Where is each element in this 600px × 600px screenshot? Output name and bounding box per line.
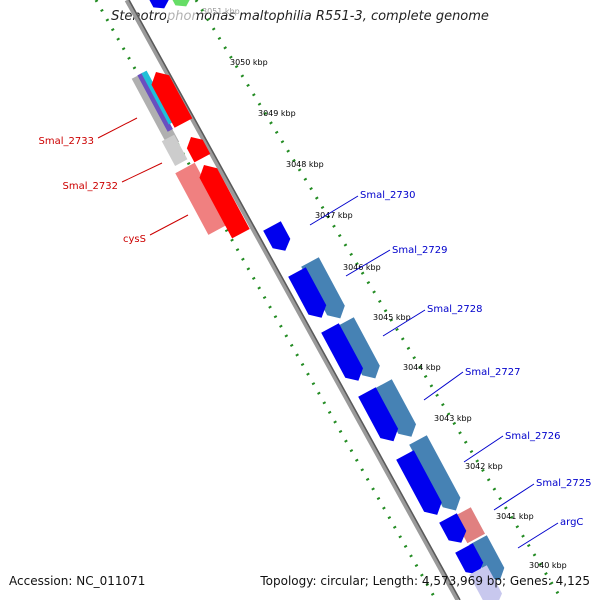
tick-label-11: 3040 kbp	[529, 561, 567, 570]
label-leader-right-4	[463, 435, 504, 463]
cds-smal-2726	[396, 450, 442, 515]
tick-label-6: 3045 kbp	[373, 313, 411, 322]
label-leader-left-0	[97, 117, 138, 139]
gene-label-left-2: cysS	[123, 234, 146, 245]
tick-label-3: 3048 kbp	[286, 160, 324, 169]
genome-summary-text: Topology: circular; Length: 4,573,969 bp…	[260, 574, 590, 588]
gene-label-right-6: argC	[560, 517, 583, 528]
tick-label-4: 3047 kbp	[315, 211, 353, 220]
cds-smal-2732-grey	[161, 134, 188, 166]
cds-smal-2725	[439, 513, 467, 543]
cds-argc-outer	[469, 535, 505, 581]
accession-text: Accession: NC_011071	[9, 574, 146, 588]
gene-label-right-3: Smal_2727	[465, 367, 520, 378]
gene-label-right-2: Smal_2728	[427, 304, 482, 315]
tick-label-7: 3044 kbp	[403, 363, 441, 372]
label-leader-right-5	[493, 483, 535, 511]
label-leader-left-1	[121, 162, 163, 183]
cds-smal-2733	[151, 72, 193, 128]
gene-label-left-0: Smal_2733	[39, 136, 94, 147]
cds-smal-2727	[358, 387, 399, 442]
map-title: Stenotrophomonas maltophilia R551-3, com…	[111, 9, 489, 24]
tick-label-8: 3043 kbp	[434, 414, 472, 423]
cds-top-forward	[149, 0, 169, 9]
cds-smal-2730	[263, 221, 291, 251]
cds-smal-2725-pink	[453, 507, 485, 544]
cds-smal-2733-violet	[137, 72, 173, 132]
tick-label-0: 3051 kbp	[202, 7, 240, 16]
label-leader-right-1	[345, 249, 391, 277]
cds-bottom-light	[469, 565, 502, 600]
label-leader-left-2	[149, 214, 189, 236]
cds-smal-2728-outer	[336, 317, 380, 379]
cds-smal-2732	[186, 137, 211, 163]
gc-track-right	[194, 0, 564, 600]
cds-smal-2726-outer	[409, 435, 461, 511]
gene-label-right-5: Smal_2725	[536, 478, 591, 489]
gene-label-right-4: Smal_2726	[505, 431, 560, 442]
cds-cyss	[175, 162, 228, 235]
gene-label-left-1: Smal_2732	[63, 181, 118, 192]
tick-label-10: 3041 kbp	[496, 512, 534, 521]
cds-smal-2727-outer	[374, 379, 416, 437]
label-leader-right-2	[382, 309, 426, 337]
tick-label-2: 3049 kbp	[258, 109, 296, 118]
cds-smal-2729	[288, 267, 327, 318]
cds-top-green	[172, 0, 190, 7]
tick-label-1: 3050 kbp	[230, 58, 268, 67]
label-leader-right-3	[423, 371, 464, 401]
tick-label-backdrop	[166, 10, 196, 20]
gene-label-right-0: Smal_2730	[360, 190, 415, 201]
cds-smal-2728	[321, 323, 363, 381]
label-leader-right-6	[517, 522, 559, 549]
gene-label-right-1: Smal_2729	[392, 245, 447, 256]
cds-smal-2729-outer	[301, 257, 345, 319]
tick-label-9: 3042 kbp	[465, 462, 503, 471]
tick-label-5: 3046 kbp	[343, 263, 381, 272]
label-leader-right-0	[309, 195, 359, 226]
cds-argc	[455, 543, 484, 575]
genome-backbone-edge	[128, 0, 461, 600]
cds-cyss-red	[199, 165, 250, 239]
